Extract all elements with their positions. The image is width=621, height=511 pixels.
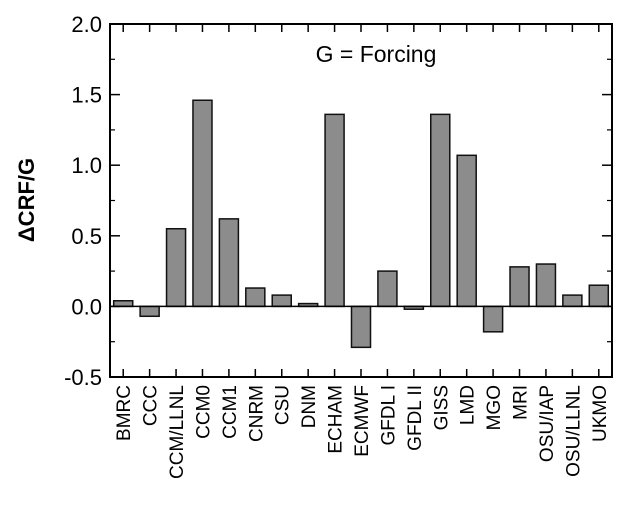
y-tick-label: -0.5 <box>64 365 102 390</box>
bar-ccm-llnl <box>165 227 187 308</box>
y-tick-label: 0.0 <box>71 294 102 319</box>
x-tick-label: GFDL I <box>378 385 399 446</box>
bar-csu <box>271 294 292 308</box>
bar-echam <box>324 113 345 308</box>
x-tick-label: LMD <box>458 385 479 425</box>
bar-osu-llnl <box>562 294 583 308</box>
x-axis: BMRC CCC CCM/LLNL CCM0 CCM1 CNRM CSU DNM ECHAM EC… <box>114 24 611 479</box>
bar-giss <box>430 113 451 308</box>
x-tick-label: CCC <box>141 385 162 426</box>
bar-ccm0 <box>192 99 213 308</box>
bar-lmd <box>456 154 477 308</box>
y-tick-label: 0.5 <box>71 224 102 249</box>
x-tick-label: DNM <box>299 385 320 428</box>
y-tick-label: 1.0 <box>71 153 102 178</box>
bar-mgo <box>482 305 504 333</box>
y-axis: 2.0 1.5 1.0 0.5 0.0 -0.5 <box>64 12 612 390</box>
x-tick-label: CCM/LLNL <box>167 385 188 479</box>
bar-gfdl-i <box>377 270 398 308</box>
bar-mri <box>509 266 530 308</box>
x-tick-label: GFDL II <box>405 385 426 451</box>
x-tick-label: GISS <box>431 385 452 430</box>
bar-bmrc <box>112 300 134 308</box>
bar-ccm1 <box>218 218 240 308</box>
x-tick-label: CSU <box>273 385 294 425</box>
forcing-annotation: G = Forcing <box>316 41 437 67</box>
bar-ukmo <box>588 284 610 308</box>
x-tick-label: CCM1 <box>220 385 241 439</box>
x-tick-label: CNRM <box>246 385 267 442</box>
x-tick-label: ECHAM <box>326 385 347 454</box>
x-tick-label: BMRC <box>114 385 135 441</box>
x-tick-label: OSU/IAP <box>537 385 558 462</box>
y-tick-label: 1.5 <box>71 83 102 108</box>
x-tick-label: UKMO <box>590 385 611 442</box>
y-tick-label: 2.0 <box>71 12 102 37</box>
x-tick-label: CCM0 <box>193 385 214 439</box>
x-tick-label: MRI <box>511 385 532 420</box>
x-tick-label: MGO <box>484 385 505 430</box>
x-tick-label: OSU/LLNL <box>563 385 584 477</box>
bar-osu-iap <box>535 263 557 308</box>
bar-ecmwf <box>350 305 372 349</box>
bar-ccc <box>139 305 160 318</box>
y-axis-label: ΔCRF/G <box>14 158 39 242</box>
x-tick-label: ECMWF <box>352 385 373 457</box>
bars-layer <box>112 99 610 349</box>
bar-cnrm <box>245 287 266 308</box>
